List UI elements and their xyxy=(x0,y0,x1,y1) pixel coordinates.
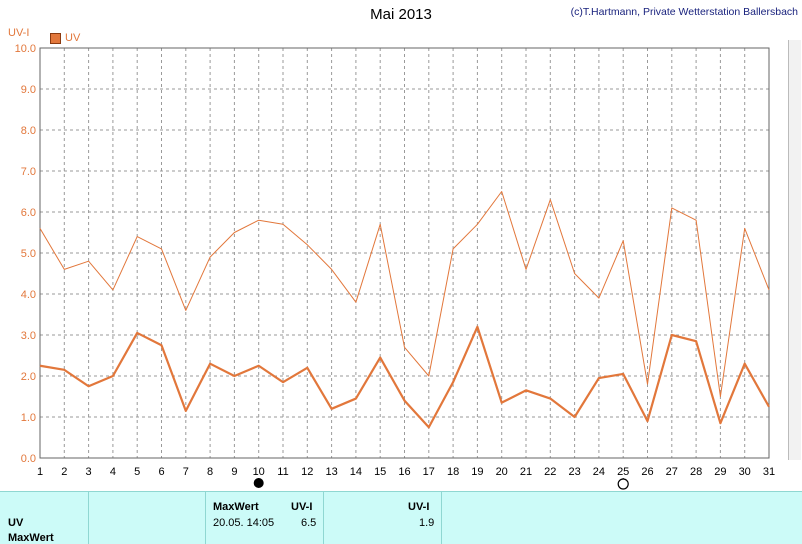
x-tick-label: 13 xyxy=(325,466,337,478)
x-tick-label: 12 xyxy=(301,466,313,478)
x-tick-label: 25 xyxy=(617,466,629,478)
max-date: 20.05. 14:05 xyxy=(213,517,275,529)
max-unit-header: UV-I xyxy=(291,501,313,513)
x-tick-label: 21 xyxy=(520,466,532,478)
plot-frame xyxy=(39,47,770,459)
panel-label-cell xyxy=(0,492,89,544)
full-moon-icon xyxy=(617,478,629,490)
uv-chart: 0.01.02.03.04.05.06.07.08.09.010.01 2 3 4 5 6… xyxy=(15,43,775,490)
x-tick-label: 22 xyxy=(544,466,556,478)
x-tick-label: 8 xyxy=(207,466,213,478)
x-tick-label: 18 xyxy=(447,466,459,478)
summary-panel: UV MaxWert MaxWert UV-I 20.05. 14:05 6.5… xyxy=(0,491,802,544)
new-moon-icon xyxy=(253,478,264,488)
y-tick-label: 9.0 xyxy=(21,84,36,96)
x-tick-label: 24 xyxy=(593,466,605,478)
chart-title: Mai 2013 xyxy=(370,6,432,23)
y-tick-label: 5.0 xyxy=(21,248,36,260)
y-tick-label: 10.0 xyxy=(15,43,36,55)
x-tick-label: 17 xyxy=(423,466,435,478)
x-tick-label: 10 xyxy=(253,466,265,478)
max-value: 6.5 xyxy=(301,517,317,529)
x-tick-label: 28 xyxy=(690,466,702,478)
x-tick-label: 26 xyxy=(641,466,653,478)
x-tick-label: 9 xyxy=(231,466,237,478)
avg-value: 1.9 xyxy=(419,517,435,529)
panel-row-uv: UV xyxy=(8,517,24,529)
x-tick-label: 19 xyxy=(471,466,483,478)
panel-max-cell xyxy=(206,492,324,544)
x-tick-label: 15 xyxy=(374,466,386,478)
x-tick-label: 3 xyxy=(86,466,92,478)
y-tick-label: 6.0 xyxy=(21,207,36,219)
x-tick-label: 20 xyxy=(496,466,508,478)
x-tick-label: 31 xyxy=(763,466,775,478)
y-tick-label: 8.0 xyxy=(21,125,36,137)
x-tick-label: 16 xyxy=(398,466,410,478)
x-tick-label: 5 xyxy=(134,466,140,478)
x-tick-label: 1 xyxy=(37,466,43,478)
series-line-uv xyxy=(39,191,770,397)
legend-swatch xyxy=(50,32,61,44)
x-tick-label: 7 xyxy=(183,466,189,478)
avg-unit-header: UV-I xyxy=(408,501,430,513)
series-line xyxy=(39,325,770,429)
panel-avg-cell xyxy=(324,492,442,544)
panel-row-maxwert: MaxWert xyxy=(8,532,54,544)
y-tick-label: 2.0 xyxy=(21,371,36,383)
legend: UV xyxy=(50,32,80,44)
vertical-scrollbar[interactable] xyxy=(788,40,801,460)
x-tick-label: 2 xyxy=(61,466,67,478)
x-tick-label: 23 xyxy=(568,466,580,478)
y-tick-label: 3.0 xyxy=(21,330,36,342)
max-header: MaxWert xyxy=(213,501,259,513)
legend-label: UV xyxy=(65,32,81,44)
x-tick-label: 29 xyxy=(714,466,726,478)
x-tick-label: 30 xyxy=(739,466,751,478)
y-tick-label: 7.0 xyxy=(21,166,36,178)
x-tick-label: 11 xyxy=(277,466,288,478)
y-tick-label: 1.0 xyxy=(21,412,36,424)
y-axis-unit: UV-I xyxy=(8,27,30,39)
x-tick-label: 27 xyxy=(666,466,678,478)
y-tick-label: 0.0 xyxy=(21,453,36,465)
x-tick-label: 4 xyxy=(110,466,116,478)
y-tick-label: 4.0 xyxy=(21,289,36,301)
x-tick-label: 6 xyxy=(158,466,164,478)
x-tick-label: 14 xyxy=(350,466,362,478)
copyright-note: (c)T.Hartmann, Private Wetterstation Bal… xyxy=(570,6,798,18)
panel-empty-cell xyxy=(89,492,206,544)
